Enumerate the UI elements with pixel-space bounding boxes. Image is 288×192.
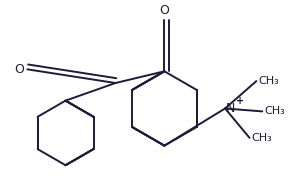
Text: N: N <box>226 102 235 115</box>
Text: CH₃: CH₃ <box>264 106 285 116</box>
Text: CH₃: CH₃ <box>258 76 279 86</box>
Text: O: O <box>160 4 169 17</box>
Text: CH₃: CH₃ <box>251 133 272 143</box>
Text: +: + <box>236 96 244 106</box>
Text: O: O <box>15 63 24 76</box>
